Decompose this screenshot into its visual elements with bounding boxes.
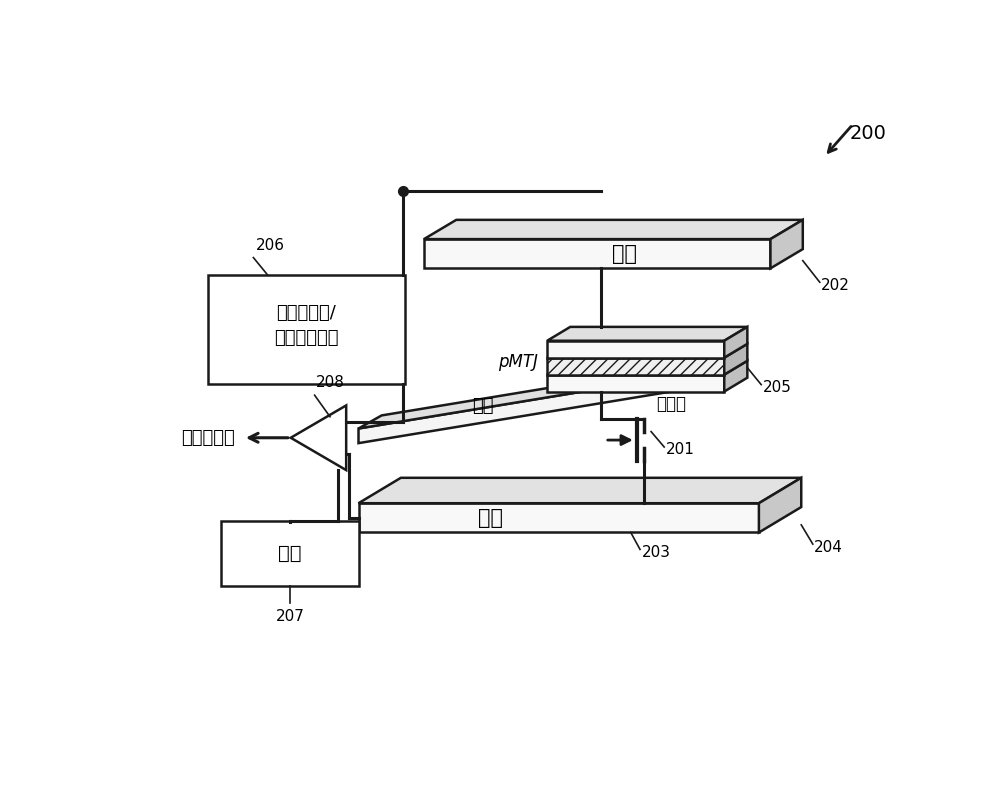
Text: 200: 200 xyxy=(850,125,887,143)
Polygon shape xyxy=(291,405,346,470)
Polygon shape xyxy=(724,344,747,375)
Polygon shape xyxy=(724,327,747,358)
Polygon shape xyxy=(759,478,801,532)
Text: 201: 201 xyxy=(666,442,695,457)
Polygon shape xyxy=(547,375,724,392)
Polygon shape xyxy=(424,220,803,239)
Text: 205: 205 xyxy=(763,380,792,396)
Text: 基准: 基准 xyxy=(278,544,302,563)
Text: 字线: 字线 xyxy=(472,397,494,415)
Polygon shape xyxy=(424,239,770,268)
Polygon shape xyxy=(358,373,693,443)
Polygon shape xyxy=(547,344,747,358)
Polygon shape xyxy=(724,361,747,392)
Text: pMTJ: pMTJ xyxy=(498,353,538,372)
Text: 204: 204 xyxy=(814,540,843,555)
Bar xyxy=(221,521,358,586)
Text: 源线: 源线 xyxy=(478,508,503,528)
Polygon shape xyxy=(358,360,717,428)
Polygon shape xyxy=(358,478,801,503)
Polygon shape xyxy=(770,220,803,268)
Text: 208: 208 xyxy=(316,375,345,390)
Text: 双极写脉冲/
读偏置发生器: 双极写脉冲/ 读偏置发生器 xyxy=(274,304,339,347)
Text: 202: 202 xyxy=(821,278,850,292)
Polygon shape xyxy=(547,340,724,358)
Polygon shape xyxy=(547,361,747,375)
Text: 感测放大器: 感测放大器 xyxy=(182,429,235,447)
Polygon shape xyxy=(547,358,724,375)
Text: 位线: 位线 xyxy=(612,244,637,264)
Text: 晶体管: 晶体管 xyxy=(656,395,686,413)
Text: 203: 203 xyxy=(642,545,671,560)
Text: 207: 207 xyxy=(276,610,304,625)
Bar xyxy=(208,275,405,384)
Polygon shape xyxy=(547,327,747,340)
Text: 206: 206 xyxy=(256,238,285,253)
Polygon shape xyxy=(358,503,759,532)
